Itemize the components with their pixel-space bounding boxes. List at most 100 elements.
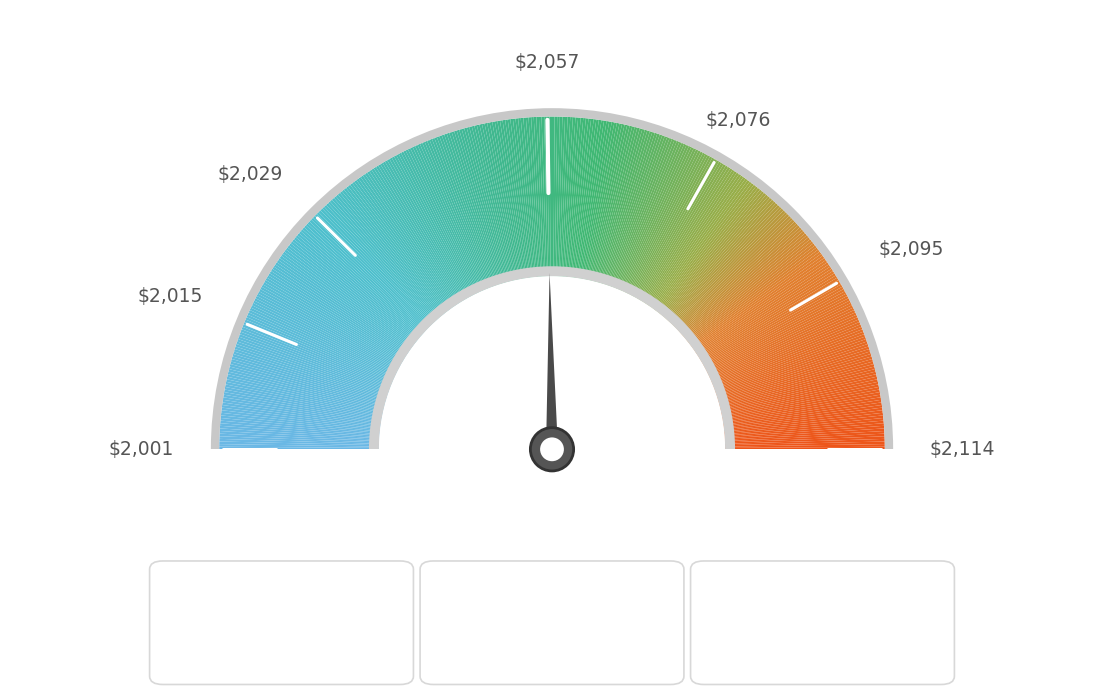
Wedge shape <box>417 144 484 291</box>
Wedge shape <box>709 308 854 377</box>
Wedge shape <box>595 127 637 282</box>
Wedge shape <box>467 127 509 282</box>
Text: $2,114: $2,114 <box>930 440 995 459</box>
Wedge shape <box>317 212 431 327</box>
Wedge shape <box>597 128 643 283</box>
Wedge shape <box>229 369 384 409</box>
Wedge shape <box>659 188 760 314</box>
Wedge shape <box>234 349 388 398</box>
Wedge shape <box>680 226 800 334</box>
Text: ($2,114): ($2,114) <box>784 638 861 656</box>
Wedge shape <box>604 132 655 285</box>
Wedge shape <box>235 344 388 396</box>
Wedge shape <box>311 218 427 330</box>
Wedge shape <box>268 273 405 359</box>
Wedge shape <box>227 374 383 411</box>
Text: ($2,057): ($2,057) <box>513 638 591 656</box>
Wedge shape <box>479 124 516 280</box>
Wedge shape <box>266 277 404 361</box>
Wedge shape <box>652 179 747 309</box>
Wedge shape <box>211 108 893 449</box>
Wedge shape <box>233 351 386 400</box>
Wedge shape <box>649 174 741 307</box>
Wedge shape <box>629 152 703 295</box>
Text: Max Cost: Max Cost <box>781 595 882 614</box>
Wedge shape <box>669 205 779 323</box>
Wedge shape <box>714 332 864 389</box>
Wedge shape <box>225 384 382 417</box>
Wedge shape <box>712 324 861 386</box>
Wedge shape <box>531 117 542 277</box>
Wedge shape <box>390 157 468 298</box>
Wedge shape <box>715 339 867 393</box>
Wedge shape <box>379 276 725 449</box>
Wedge shape <box>716 346 869 397</box>
Wedge shape <box>693 258 826 351</box>
Wedge shape <box>420 143 485 290</box>
Wedge shape <box>373 167 460 303</box>
Wedge shape <box>617 141 679 289</box>
Wedge shape <box>247 313 394 380</box>
Wedge shape <box>399 152 474 296</box>
Wedge shape <box>229 366 384 408</box>
Wedge shape <box>571 119 591 277</box>
Wedge shape <box>290 241 417 342</box>
Wedge shape <box>220 428 380 440</box>
Wedge shape <box>434 137 492 288</box>
Wedge shape <box>437 136 493 287</box>
Wedge shape <box>657 185 756 313</box>
Wedge shape <box>707 298 850 372</box>
Wedge shape <box>559 117 567 277</box>
Wedge shape <box>405 149 477 294</box>
Wedge shape <box>464 128 508 282</box>
Text: $2,029: $2,029 <box>217 165 283 184</box>
Wedge shape <box>724 423 884 437</box>
Wedge shape <box>221 415 380 433</box>
Wedge shape <box>725 439 884 445</box>
Wedge shape <box>330 199 437 320</box>
Wedge shape <box>700 275 837 360</box>
Wedge shape <box>586 123 619 280</box>
Wedge shape <box>669 203 778 322</box>
Wedge shape <box>686 237 810 340</box>
Wedge shape <box>223 397 381 424</box>
Wedge shape <box>506 119 529 278</box>
Wedge shape <box>454 130 502 284</box>
Wedge shape <box>222 405 381 428</box>
Wedge shape <box>238 334 390 391</box>
Bar <box>178 449 926 690</box>
Wedge shape <box>723 402 882 426</box>
Wedge shape <box>712 322 860 384</box>
Wedge shape <box>630 152 705 296</box>
Wedge shape <box>304 226 424 334</box>
Wedge shape <box>584 122 617 279</box>
Wedge shape <box>235 346 388 397</box>
Text: $2,076: $2,076 <box>705 111 771 130</box>
Wedge shape <box>220 426 380 438</box>
Wedge shape <box>725 446 884 449</box>
Wedge shape <box>539 117 546 277</box>
Wedge shape <box>427 140 488 289</box>
Wedge shape <box>624 146 691 292</box>
Wedge shape <box>702 284 842 365</box>
Wedge shape <box>258 291 400 368</box>
Wedge shape <box>650 175 743 308</box>
Wedge shape <box>696 262 829 353</box>
Wedge shape <box>718 354 872 401</box>
Wedge shape <box>708 303 852 375</box>
Wedge shape <box>452 131 501 284</box>
Wedge shape <box>263 282 402 364</box>
Wedge shape <box>553 117 558 276</box>
Wedge shape <box>283 252 413 348</box>
Wedge shape <box>690 250 819 346</box>
Wedge shape <box>651 177 745 308</box>
Wedge shape <box>701 280 840 362</box>
Wedge shape <box>363 174 455 307</box>
Wedge shape <box>518 118 535 277</box>
Wedge shape <box>425 141 487 289</box>
Wedge shape <box>720 369 875 409</box>
Wedge shape <box>719 357 872 402</box>
Wedge shape <box>707 301 851 373</box>
Wedge shape <box>542 117 548 276</box>
Wedge shape <box>676 216 790 329</box>
